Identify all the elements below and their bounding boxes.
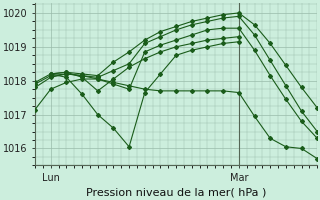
X-axis label: Pression niveau de la mer( hPa ): Pression niveau de la mer( hPa ) [86,187,266,197]
